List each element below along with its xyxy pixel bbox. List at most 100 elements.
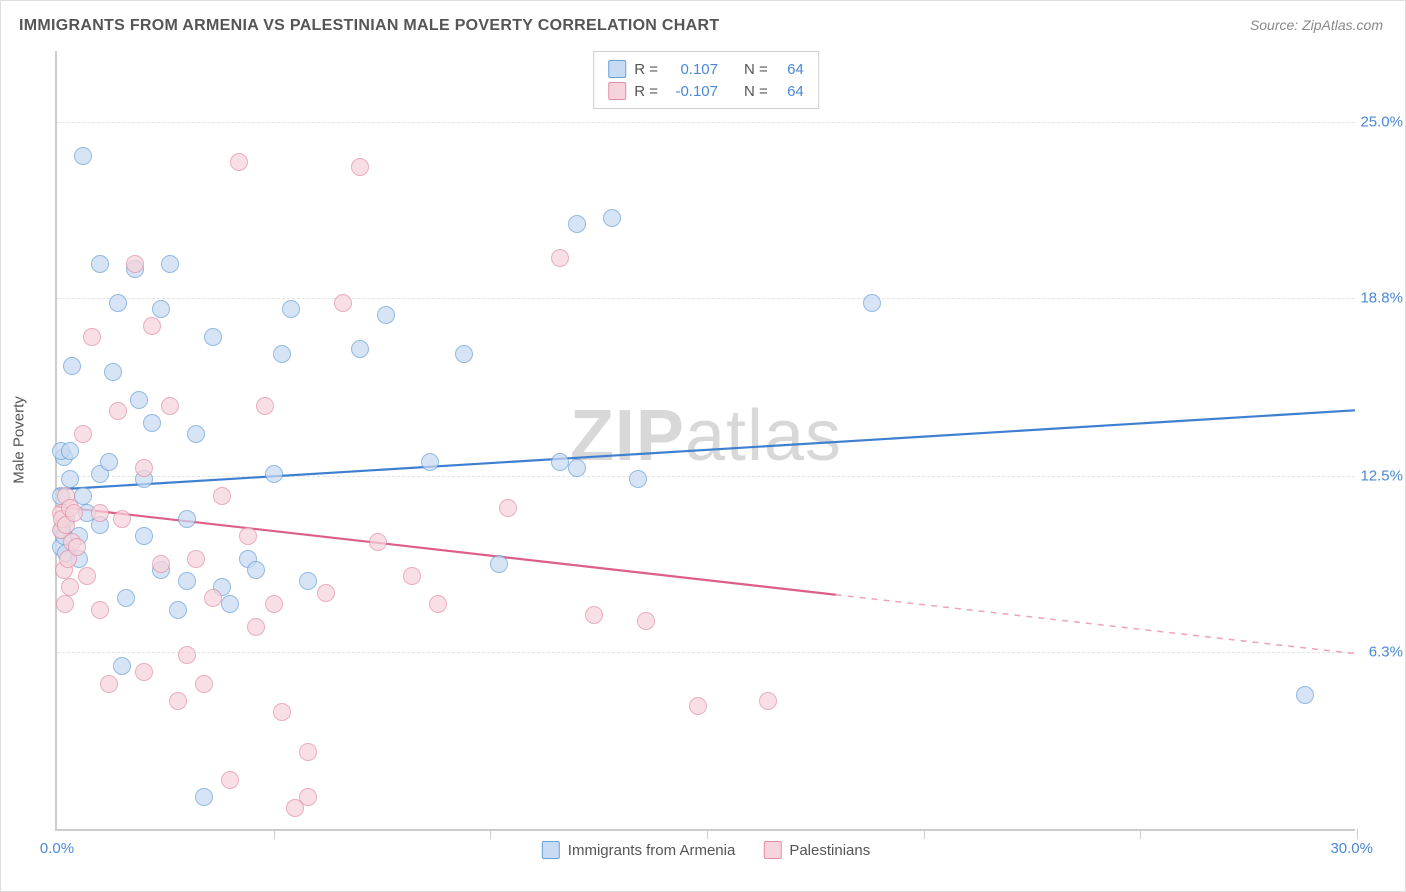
data-point-armenia — [187, 425, 205, 443]
data-point-armenia — [265, 465, 283, 483]
data-point-palestinians — [369, 533, 387, 551]
data-point-armenia — [109, 294, 127, 312]
x-axis-origin-label: 0.0% — [40, 840, 74, 857]
data-point-palestinians — [230, 153, 248, 171]
trend-line-extrapolated-palestinians — [836, 595, 1355, 654]
data-point-armenia — [113, 657, 131, 675]
x-tick — [274, 829, 275, 839]
data-point-palestinians — [83, 328, 101, 346]
data-point-palestinians — [68, 538, 86, 556]
x-axis-max-label: 30.0% — [1330, 840, 1373, 857]
data-point-armenia — [135, 527, 153, 545]
data-point-palestinians — [299, 788, 317, 806]
n-label: N = — [744, 83, 768, 100]
data-point-palestinians — [429, 595, 447, 613]
data-point-armenia — [863, 294, 881, 312]
data-point-palestinians — [551, 249, 569, 267]
legend-swatch-armenia — [608, 60, 626, 78]
data-point-palestinians — [91, 601, 109, 619]
data-point-armenia — [169, 601, 187, 619]
data-point-palestinians — [273, 703, 291, 721]
gridline — [57, 122, 1355, 123]
data-point-armenia — [178, 572, 196, 590]
x-tick — [1357, 829, 1358, 839]
data-point-palestinians — [637, 612, 655, 630]
chart-title: IMMIGRANTS FROM ARMENIA VS PALESTINIAN M… — [19, 17, 719, 35]
data-point-palestinians — [213, 487, 231, 505]
series-name: Immigrants from Armenia — [568, 842, 736, 859]
data-point-armenia — [117, 589, 135, 607]
trend-lines — [57, 51, 1355, 829]
y-tick-label: 12.5% — [1360, 468, 1403, 485]
data-point-armenia — [421, 453, 439, 471]
data-point-palestinians — [585, 606, 603, 624]
n-label: N = — [744, 61, 768, 78]
data-point-armenia — [161, 255, 179, 273]
x-tick — [490, 829, 491, 839]
data-point-palestinians — [161, 397, 179, 415]
data-point-armenia — [377, 306, 395, 324]
data-point-armenia — [299, 572, 317, 590]
watermark-light: atlas — [685, 396, 842, 476]
data-point-palestinians — [100, 675, 118, 693]
data-point-armenia — [603, 209, 621, 227]
data-point-palestinians — [109, 402, 127, 420]
data-point-armenia — [143, 414, 161, 432]
data-point-palestinians — [78, 567, 96, 585]
data-point-armenia — [178, 510, 196, 528]
data-point-armenia — [551, 453, 569, 471]
r-value: 0.107 — [666, 61, 718, 78]
x-tick — [707, 829, 708, 839]
data-point-palestinians — [351, 158, 369, 176]
data-point-palestinians — [759, 692, 777, 710]
y-tick-label: 6.3% — [1369, 644, 1403, 661]
data-point-armenia — [152, 300, 170, 318]
data-point-armenia — [490, 555, 508, 573]
data-point-palestinians — [187, 550, 205, 568]
legend-swatch-armenia — [542, 841, 560, 859]
data-point-armenia — [629, 470, 647, 488]
data-point-armenia — [568, 215, 586, 233]
data-point-armenia — [74, 147, 92, 165]
data-point-palestinians — [126, 255, 144, 273]
watermark-bold: ZIP — [570, 396, 685, 476]
n-value: 64 — [776, 83, 804, 100]
data-point-armenia — [351, 340, 369, 358]
plot-area: ZIPatlas Male Poverty 25.0%18.8%12.5%6.3… — [55, 51, 1355, 831]
data-point-palestinians — [299, 743, 317, 761]
data-point-palestinians — [689, 697, 707, 715]
data-point-armenia — [61, 442, 79, 460]
data-point-armenia — [273, 345, 291, 363]
data-point-armenia — [204, 328, 222, 346]
data-point-palestinians — [143, 317, 161, 335]
data-point-palestinians — [65, 504, 83, 522]
data-point-armenia — [282, 300, 300, 318]
data-point-palestinians — [247, 618, 265, 636]
data-point-palestinians — [135, 459, 153, 477]
data-point-palestinians — [56, 595, 74, 613]
x-tick — [924, 829, 925, 839]
data-point-armenia — [195, 788, 213, 806]
data-point-armenia — [91, 255, 109, 273]
data-point-palestinians — [317, 584, 335, 602]
series-legend-item-palestinians: Palestinians — [763, 841, 870, 859]
legend-swatch-palestinians — [763, 841, 781, 859]
watermark: ZIPatlas — [570, 395, 842, 477]
data-point-armenia — [61, 470, 79, 488]
gridline — [57, 652, 1355, 653]
data-point-armenia — [100, 453, 118, 471]
y-tick-label: 18.8% — [1360, 289, 1403, 306]
r-label: R = — [634, 83, 658, 100]
series-legend-item-armenia: Immigrants from Armenia — [542, 841, 736, 859]
data-point-palestinians — [195, 675, 213, 693]
data-point-palestinians — [169, 692, 187, 710]
data-point-armenia — [568, 459, 586, 477]
data-point-palestinians — [152, 555, 170, 573]
data-point-palestinians — [265, 595, 283, 613]
y-tick-label: 25.0% — [1360, 113, 1403, 130]
data-point-palestinians — [334, 294, 352, 312]
data-point-palestinians — [221, 771, 239, 789]
data-point-palestinians — [74, 425, 92, 443]
correlation-legend: R =0.107N =64R =-0.107N =64 — [593, 51, 819, 109]
gridline — [57, 298, 1355, 299]
